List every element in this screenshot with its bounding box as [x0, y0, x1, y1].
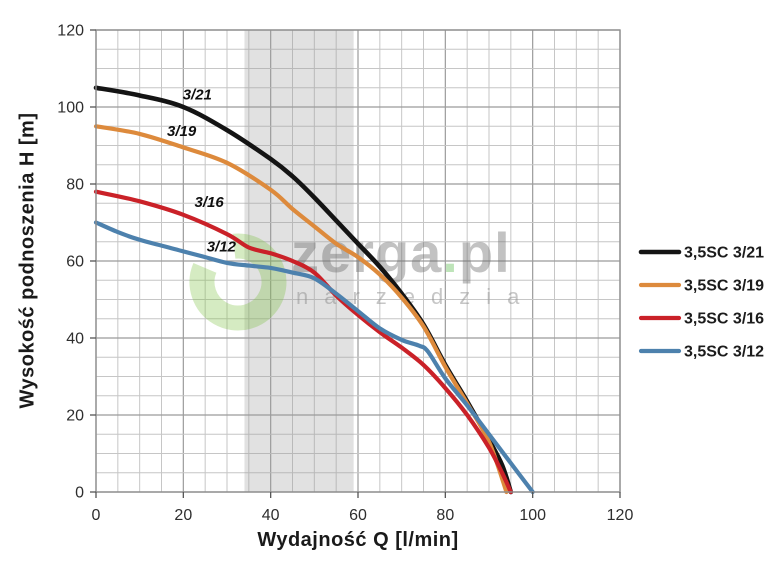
y-tick-label: 40 — [66, 331, 84, 348]
curve-label-3-21: 3/21 — [183, 86, 212, 103]
watermark-brand-text: zerga.pl — [291, 221, 511, 284]
legend-label: 3,5SC 3/21 — [684, 245, 764, 262]
y-tick-label: 60 — [66, 254, 84, 271]
curve-label-3-16: 3/16 — [194, 194, 224, 211]
watermark-green-dot: . — [442, 221, 459, 284]
legend-item: 3,5SC 3/19 — [638, 278, 764, 295]
y-tick-label: 0 — [75, 485, 84, 502]
x-tick-label: 40 — [262, 507, 280, 524]
x-tick-label: 120 — [607, 507, 634, 524]
legend-item: 3,5SC 3/16 — [638, 311, 764, 328]
watermark-subtitle: narzędzia — [296, 284, 535, 309]
legend-label: 3,5SC 3/19 — [684, 278, 764, 295]
axis-ticks: 0 20 40 60 80 100 120 0 20 40 60 80 100 120 — [57, 23, 633, 525]
highlight-band — [244, 30, 354, 492]
legend-label: 3,5SC 3/12 — [684, 344, 764, 361]
x-tick-label: 100 — [519, 507, 546, 524]
curve-3-19 — [93, 124, 509, 495]
legend-item: 3,5SC 3/12 — [638, 344, 764, 361]
curves: 3/21 3/19 3/16 3/12 — [93, 85, 535, 495]
legend-item: 3,5SC 3/21 — [638, 245, 764, 262]
x-tick-label: 20 — [174, 507, 192, 524]
curve-label-3-19: 3/19 — [167, 123, 197, 140]
legend: 3,5SC 3/21 3,5SC 3/19 3,5SC 3/16 3,5SC 3/12 — [638, 245, 764, 361]
curve-3-12 — [93, 220, 535, 495]
y-tick-label: 80 — [66, 177, 84, 194]
y-axis-title: Wysokość podnoszenia H [m] — [16, 112, 39, 409]
y-tick-label: 20 — [66, 408, 84, 425]
legend-label: 3,5SC 3/16 — [684, 311, 764, 328]
x-axis-title: Wydajność Q [l/min] — [257, 529, 459, 551]
y-tick-label: 120 — [57, 23, 84, 40]
x-tick-label: 0 — [92, 507, 101, 524]
x-tick-label: 80 — [436, 507, 454, 524]
x-tick-label: 60 — [349, 507, 367, 524]
curve-label-3-12: 3/12 — [207, 238, 237, 255]
y-tick-label: 100 — [57, 100, 84, 117]
curve-3-16 — [93, 189, 513, 495]
